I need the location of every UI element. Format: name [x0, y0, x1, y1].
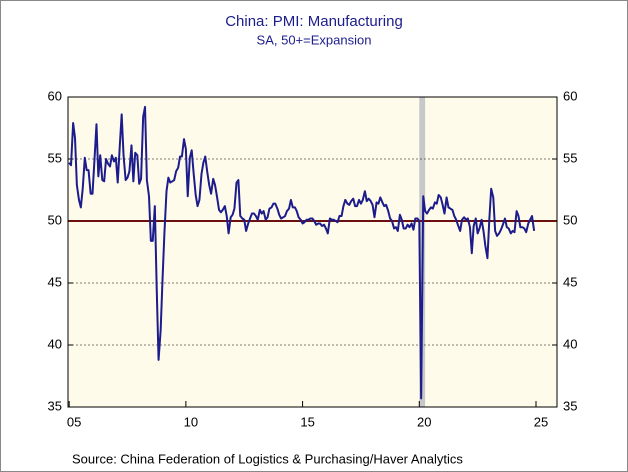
y-tick-label: 40: [48, 336, 62, 351]
y2-tick-label: 60: [563, 88, 577, 103]
y-tick-label: 45: [48, 274, 62, 289]
y-tick-label: 60: [48, 88, 62, 103]
plot-border: [67, 96, 558, 408]
data-line: [68, 105, 536, 400]
y2-tick-label: 40: [563, 336, 577, 351]
y2-tick-label: 55: [563, 150, 577, 165]
y2-tick-label: 35: [563, 398, 577, 413]
x-tick-label: 25: [534, 414, 548, 429]
y-tick-label: 35: [48, 398, 62, 413]
x-tick-label: 20: [417, 414, 431, 429]
y2-tick-label: 50: [563, 212, 577, 227]
chart-subtitle: SA, 50+=Expansion: [257, 32, 372, 47]
plot-area: [68, 97, 557, 407]
y2-tick-label: 45: [563, 274, 577, 289]
source-note: Source: China Federation of Logistics & …: [72, 451, 463, 466]
y-tick-label: 55: [48, 150, 62, 165]
x-tick-label: 15: [300, 414, 314, 429]
x-tick-label: 10: [184, 414, 198, 429]
chart-title: China: PMI: Manufacturing: [225, 13, 403, 30]
y-tick-label: 50: [48, 212, 62, 227]
x-tick-label: 05: [67, 414, 81, 429]
